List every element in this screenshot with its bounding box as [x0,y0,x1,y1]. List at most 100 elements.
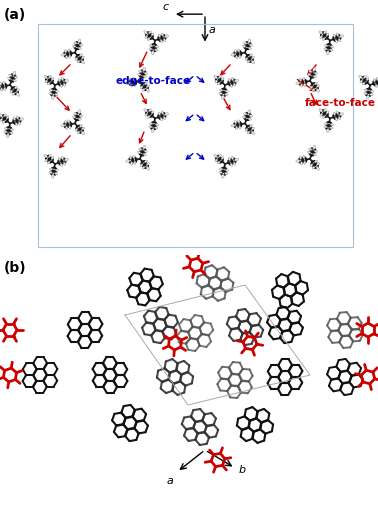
Ellipse shape [49,155,51,157]
Ellipse shape [161,33,164,36]
Ellipse shape [144,109,147,112]
Ellipse shape [158,112,161,115]
Ellipse shape [161,111,164,114]
Ellipse shape [231,77,234,81]
Ellipse shape [366,78,369,80]
Ellipse shape [359,75,363,79]
Ellipse shape [58,158,60,161]
Ellipse shape [144,31,147,34]
Text: (a): (a) [4,8,26,22]
Ellipse shape [50,89,53,91]
Ellipse shape [47,82,50,85]
Ellipse shape [152,129,154,133]
Ellipse shape [220,89,223,91]
Ellipse shape [149,126,152,128]
Ellipse shape [324,123,328,125]
Ellipse shape [155,124,158,126]
Ellipse shape [126,82,130,84]
Ellipse shape [64,162,65,165]
Ellipse shape [134,83,136,86]
Ellipse shape [336,111,339,114]
Ellipse shape [144,72,147,75]
Ellipse shape [145,35,147,38]
Ellipse shape [313,67,316,71]
Ellipse shape [360,80,363,83]
Ellipse shape [249,54,253,57]
Ellipse shape [155,45,158,48]
Ellipse shape [330,45,333,48]
Ellipse shape [314,160,318,163]
Ellipse shape [235,49,237,53]
Ellipse shape [55,169,59,171]
Ellipse shape [139,148,142,150]
Ellipse shape [12,92,15,95]
Text: a: a [209,25,216,35]
Ellipse shape [219,92,222,94]
Ellipse shape [151,33,154,36]
Ellipse shape [314,150,318,153]
Ellipse shape [233,83,235,86]
Ellipse shape [77,131,80,134]
Ellipse shape [52,174,54,178]
Ellipse shape [319,109,322,112]
Text: a: a [166,476,173,486]
Ellipse shape [243,116,246,118]
Ellipse shape [364,75,366,78]
Ellipse shape [155,49,158,51]
Ellipse shape [225,93,228,95]
Ellipse shape [49,75,51,78]
Ellipse shape [146,89,150,92]
Ellipse shape [58,79,60,82]
Ellipse shape [149,44,153,47]
Ellipse shape [65,121,67,124]
Ellipse shape [143,67,146,71]
Ellipse shape [17,89,19,91]
Ellipse shape [13,79,16,82]
Ellipse shape [222,95,224,99]
Ellipse shape [61,124,65,127]
Ellipse shape [61,54,65,56]
Ellipse shape [147,163,149,165]
Ellipse shape [301,162,303,165]
Ellipse shape [149,31,151,34]
Ellipse shape [230,84,232,87]
Ellipse shape [144,150,147,153]
Ellipse shape [64,83,65,86]
Ellipse shape [322,116,325,118]
Ellipse shape [13,117,15,120]
Ellipse shape [163,117,166,120]
Ellipse shape [68,120,70,123]
Ellipse shape [6,134,9,138]
Ellipse shape [65,79,68,82]
Ellipse shape [376,77,378,81]
Ellipse shape [245,128,248,131]
Ellipse shape [16,93,20,96]
Ellipse shape [220,168,223,170]
Ellipse shape [313,75,316,78]
Ellipse shape [235,56,238,59]
Ellipse shape [158,34,161,37]
Ellipse shape [304,161,306,165]
Ellipse shape [146,167,150,170]
Ellipse shape [73,45,76,47]
Ellipse shape [217,161,220,164]
Ellipse shape [163,38,166,42]
Ellipse shape [20,118,23,121]
Ellipse shape [330,124,333,126]
Ellipse shape [82,57,84,59]
Ellipse shape [13,71,15,75]
Ellipse shape [10,129,14,131]
Ellipse shape [251,61,254,64]
Ellipse shape [10,90,13,93]
Ellipse shape [130,78,132,81]
Ellipse shape [149,109,151,112]
Ellipse shape [44,75,47,79]
Ellipse shape [235,121,237,124]
Ellipse shape [310,86,313,89]
Ellipse shape [74,42,77,44]
Ellipse shape [320,35,322,38]
Ellipse shape [324,48,327,50]
Ellipse shape [139,70,142,73]
Ellipse shape [49,92,52,94]
Ellipse shape [133,77,135,81]
